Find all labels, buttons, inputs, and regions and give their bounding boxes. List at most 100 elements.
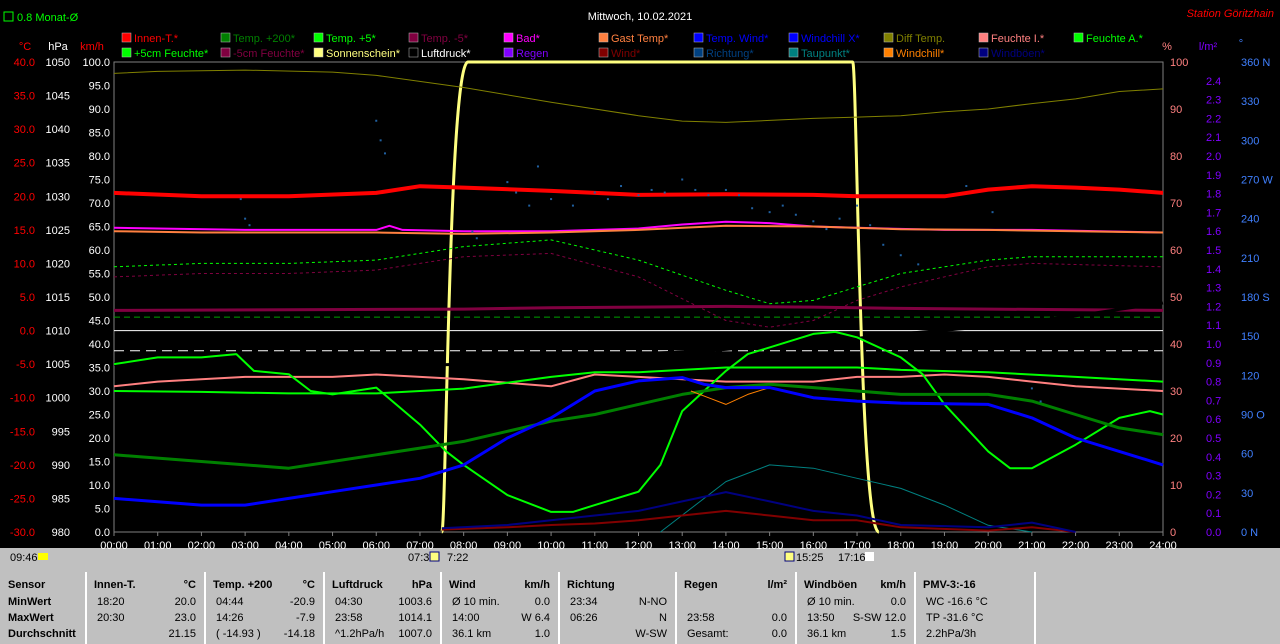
tick-celsius: 30.0 (14, 124, 35, 136)
stat-cell-left: ( -14.93 ) (216, 628, 261, 640)
tick-lm2: 1.7 (1206, 207, 1221, 219)
stat-cell-left: 20:30 (97, 612, 125, 624)
tick-kmh: 65.0 (89, 222, 110, 234)
tick-kmh: 60.0 (89, 245, 110, 257)
legend-label: Taupunkt* (801, 48, 851, 60)
stat-cell-left: Ø 10 min. (452, 596, 500, 608)
tick-kmh: 15.0 (89, 457, 110, 469)
legend-label: Feuchte I.* (991, 33, 1045, 45)
series-line (113, 184, 1164, 199)
stat-column-title: Regen (684, 579, 718, 591)
tick-celsius: 40.0 (14, 57, 35, 69)
direction-dot (536, 165, 539, 168)
tick-lm2: 0.9 (1206, 358, 1221, 370)
x-tick-label: 20:00 (974, 540, 1002, 552)
stat-cell-right: 0.0 (771, 628, 787, 640)
direction-dot (248, 224, 251, 227)
tick-kmh: 25.0 (89, 410, 110, 422)
x-tick-label: 12:00 (625, 540, 653, 552)
legend-swatch (788, 32, 799, 43)
stat-column-title: Richtung (567, 579, 615, 591)
tick-percent: 40 (1170, 339, 1182, 351)
legend-label: Wind* (611, 48, 641, 60)
x-tick-label: 11:00 (581, 540, 608, 552)
stat-cell-left: 04:44 (216, 596, 244, 608)
tick-lm2: 0.6 (1206, 414, 1221, 426)
legend-swatch (121, 47, 132, 58)
x-tick-label: 01:00 (144, 540, 172, 552)
tick-kmh: 20.0 (89, 433, 110, 445)
stat-column-title: Temp. +200 (213, 579, 273, 591)
direction-dot (620, 185, 623, 188)
stat-column-unit: °C (302, 579, 315, 591)
chart-title: Mittwoch, 10.02.2021 (588, 11, 693, 23)
tick-direction: 210 (1241, 253, 1259, 265)
tick-celsius: 5.0 (20, 292, 35, 304)
stat-cell-left: ^1.2hPa/h (335, 628, 385, 640)
sunrise-time: 07:3 (408, 552, 429, 564)
series-line (113, 239, 1163, 305)
x-tick-label: 23:00 (1106, 540, 1134, 552)
tick-lm2: 2.3 (1206, 95, 1221, 107)
stat-cell-left: 36.1 km (452, 628, 492, 640)
legend-label: -5cm Feuchte* (233, 48, 305, 60)
direction-dot (724, 188, 727, 191)
direction-dot (506, 181, 509, 184)
stat-cell-right: 23.0 (174, 612, 196, 624)
unit-kmh: km/h (80, 41, 104, 53)
legend-label: Windchill* (896, 48, 945, 60)
direction-dot (751, 207, 754, 210)
series-line (113, 382, 1164, 470)
tick-lm2: 0.1 (1206, 508, 1221, 520)
tick-hpa: 985 (52, 493, 70, 505)
legend-label: +5cm Feuchte* (134, 48, 209, 60)
x-tick-label: 10:00 (537, 540, 565, 552)
tick-percent: 10 (1170, 480, 1182, 492)
tick-percent: 50 (1170, 292, 1182, 304)
monat-box-icon (3, 11, 14, 22)
x-tick-label: 13:00 (668, 540, 696, 552)
tick-percent: 90 (1170, 104, 1182, 116)
stat-cell-left: 18:20 (97, 596, 125, 608)
row-label-min: MinWert (8, 596, 52, 608)
stat-cell-right: 20.0 (174, 596, 196, 608)
series-line (113, 301, 1164, 370)
direction-dot (1039, 400, 1042, 403)
legend-swatch (1073, 32, 1084, 43)
sunrise-time-2: 7:22 (447, 552, 468, 564)
stats-table: Sensor MinWert MaxWert Durchschnitt Inne… (0, 572, 1280, 644)
tick-direction: 360 N (1241, 57, 1270, 69)
stat-column-unit: l/m² (767, 579, 787, 591)
stat-cell-right: 1003.6 (398, 596, 432, 608)
stat-column: PMV-3:-16 WC -16.6 °C TP -31.6 °C 2.2hPa/3h (916, 572, 1036, 644)
direction-dot (593, 191, 596, 194)
unit-lm2: l/m² (1199, 41, 1218, 53)
direction-dot (1030, 387, 1033, 390)
sensor-title: Sensor (8, 579, 46, 591)
tick-kmh: 5.0 (95, 504, 110, 516)
x-tick-label: 02:00 (188, 540, 216, 552)
tick-direction: 300 (1241, 135, 1259, 147)
tick-lm2: 1.0 (1206, 339, 1221, 351)
legend-swatch (598, 47, 609, 58)
stat-column-title: Wind (449, 579, 476, 591)
tick-hpa: 1015 (46, 292, 70, 304)
tick-lm2: 0.8 (1206, 377, 1221, 389)
tick-percent: 70 (1170, 198, 1182, 210)
stat-cell-left: 13:50 (807, 612, 835, 624)
stat-cell-left: Gesamt: (687, 628, 729, 640)
series-line (660, 464, 1032, 533)
direction-dot (550, 198, 553, 201)
stat-cell-right: 1.0 (534, 628, 550, 640)
stat-column: Windböen km/h Ø 10 min. 0.0 13:50 S-SW 12.0 36… (797, 572, 916, 644)
series-line (441, 491, 1076, 533)
stat-cell-left: TP -31.6 °C (926, 612, 984, 624)
tick-direction: 240 (1241, 214, 1259, 226)
direction-dot (663, 191, 666, 194)
tick-kmh: 95.0 (89, 81, 110, 93)
x-tick-label: 03:00 (231, 540, 259, 552)
tick-celsius: 20.0 (14, 191, 35, 203)
tick-kmh: 0.0 (95, 527, 110, 539)
x-tick-label: 15:00 (756, 540, 784, 552)
tick-lm2: 1.9 (1206, 170, 1221, 182)
